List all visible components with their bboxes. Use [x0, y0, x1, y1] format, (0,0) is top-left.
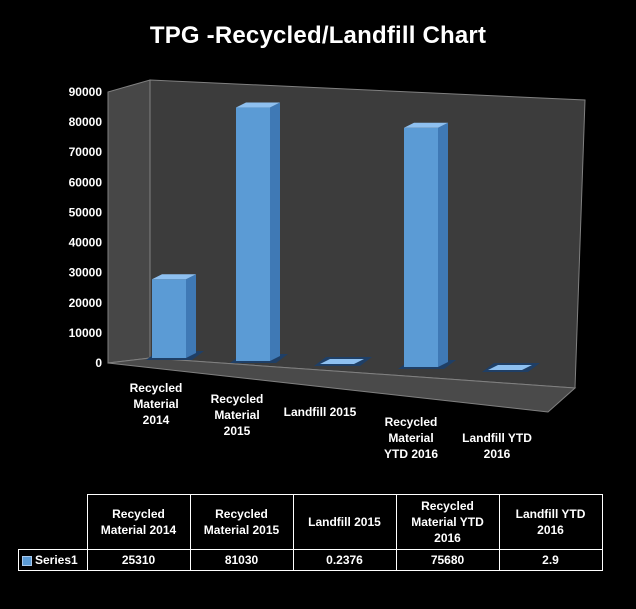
series-label-cell: Series1: [18, 549, 88, 571]
y-tick-label: 30000: [69, 266, 103, 280]
bar-top: [320, 358, 364, 364]
table-corner: [18, 494, 88, 550]
bar-side: [186, 274, 196, 358]
bar-top: [488, 364, 532, 370]
bar: [482, 363, 540, 372]
series-label: Series1: [35, 553, 78, 567]
table-header: Recycled Material 2015: [189, 494, 294, 550]
y-tick-label: 10000: [69, 326, 103, 340]
y-tick-label: 60000: [69, 175, 103, 189]
y-tick-label: 0: [95, 356, 102, 370]
bar: [230, 102, 288, 363]
bar: [146, 274, 204, 360]
table-row: Series1 25310 81030 0.2376 75680 2.9: [18, 549, 603, 571]
x-category-label: Recycled Material 2015: [211, 392, 264, 438]
chart-plot: 0 10000 20000 30000 40000 50000 60000 70000 8000…: [69, 79, 586, 461]
table-cell: 75680: [395, 549, 500, 571]
y-tick-label: 80000: [69, 115, 103, 129]
bar: [314, 357, 372, 366]
y-tick-label: 20000: [69, 296, 103, 310]
y-tick-label: 90000: [69, 85, 103, 99]
data-table: Recycled Material 2014 Recycled Material…: [18, 494, 603, 571]
bar: [398, 122, 456, 369]
bar-top: [236, 102, 280, 108]
table-cell: 25310: [86, 549, 191, 571]
table-cell: 81030: [189, 549, 294, 571]
legend-key-icon: [22, 555, 32, 566]
x-category-label: Landfill 2015: [284, 405, 357, 419]
table-header: Recycled Material YTD 2016: [395, 494, 500, 550]
table-header-row: Recycled Material 2014 Recycled Material…: [18, 494, 603, 550]
bar-side: [522, 364, 532, 370]
bar-front: [236, 107, 270, 361]
bar-side: [270, 102, 280, 362]
floor: [107, 357, 577, 413]
y-tick-label: 40000: [69, 236, 103, 250]
table-cell: 2.9: [498, 549, 603, 571]
y-tick-label: 70000: [69, 145, 103, 159]
bar-front: [404, 127, 438, 367]
x-category-label: Recycled Material 2014: [130, 381, 183, 427]
bar-side: [438, 122, 448, 367]
x-category-label: Recycled Material YTD 2016: [384, 415, 438, 461]
back-wall: [149, 79, 586, 389]
table-header: Landfill 2015: [292, 494, 397, 550]
table-cell: 0.2376: [292, 549, 397, 571]
side-wall: [107, 79, 151, 364]
bar-top: [404, 122, 448, 128]
x-category-label: Landfill YTD 2016: [462, 431, 532, 461]
table-header: Recycled Material 2014: [86, 494, 191, 550]
table-header: Landfill YTD 2016: [498, 494, 603, 550]
chart-title: TPG -Recycled/Landfill Chart: [149, 22, 487, 49]
y-tick-label: 50000: [69, 205, 103, 219]
bar-front: [152, 279, 186, 358]
bar-top: [152, 274, 196, 280]
bar-side: [354, 358, 364, 364]
